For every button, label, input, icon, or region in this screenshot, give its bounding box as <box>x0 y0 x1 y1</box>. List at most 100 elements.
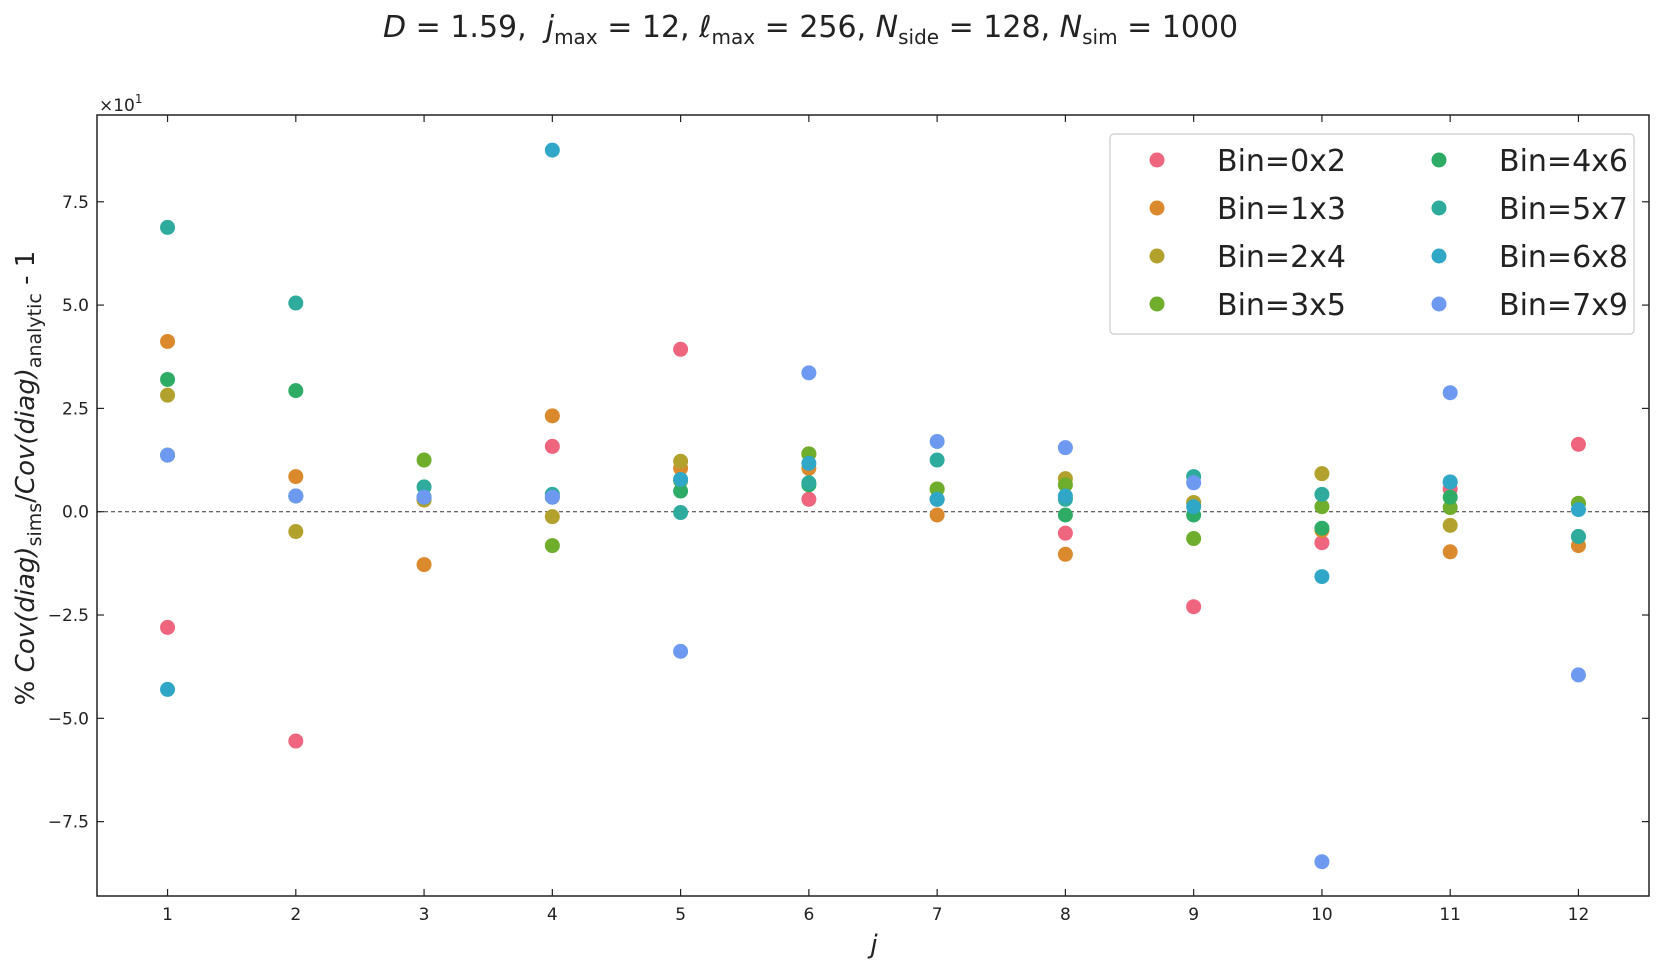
data-point <box>673 471 689 487</box>
y-tick-label: −7.5 <box>48 813 89 833</box>
data-point <box>1442 489 1458 505</box>
x-tick-label: 9 <box>1188 905 1199 925</box>
data-point <box>1057 525 1073 541</box>
data-point <box>1314 569 1330 585</box>
data-point <box>1570 502 1586 518</box>
data-point <box>1442 544 1458 560</box>
y-axis-label: % Cov(diag)sims/Cov(diag)analytic - 1 <box>11 251 46 706</box>
data-point <box>1186 475 1202 491</box>
data-point <box>673 643 689 659</box>
legend-marker <box>1149 200 1165 216</box>
y-axis: −7.5 −5.0 −2.5 0.0 2.5 5.0 7.5 <box>48 193 1649 833</box>
data-point <box>1570 436 1586 452</box>
legend-marker <box>1431 152 1447 168</box>
data-point <box>160 619 176 635</box>
chart-title: D = 1.59, jmax = 12, ℓmax = 256, Nside =… <box>383 10 1238 49</box>
data-point <box>416 489 432 505</box>
y-tick-label: 0.0 <box>62 503 89 523</box>
data-point <box>1314 466 1330 482</box>
legend-label: Bin=3x5 <box>1217 288 1346 323</box>
data-point <box>288 524 304 540</box>
data-point <box>1314 535 1330 551</box>
series-bin-2x4 <box>160 387 1586 540</box>
data-point <box>288 469 304 485</box>
x-tick-label: 1 <box>162 905 173 925</box>
data-point <box>673 453 689 469</box>
data-point <box>544 438 560 454</box>
plot-area: 1 2 3 4 5 6 7 8 9 10 11 12 −7.5−5.0−2.50.02.55.07.5 <box>48 114 1650 925</box>
data-point <box>801 365 817 381</box>
data-point <box>1186 531 1202 547</box>
data-point <box>801 455 817 471</box>
data-point <box>673 483 689 499</box>
legend-label: Bin=2x4 <box>1217 240 1346 275</box>
y-tick-label: −5.0 <box>48 709 89 729</box>
y-axis-multiplier: ×101 <box>99 92 143 116</box>
data-point <box>160 681 176 697</box>
data-point <box>801 475 817 491</box>
x-axis: 1 2 3 4 5 6 7 8 9 10 11 12 <box>162 115 1589 925</box>
x-tick-label: 8 <box>1060 905 1071 925</box>
data-point <box>160 219 176 235</box>
legend-label: Bin=4x6 <box>1499 144 1628 179</box>
data-point <box>929 507 945 523</box>
legend-marker <box>1149 296 1165 312</box>
series-bin-4x6 <box>160 371 1586 544</box>
x-tick-label: 2 <box>290 905 301 925</box>
data-point <box>929 491 945 507</box>
data-point <box>1442 385 1458 401</box>
y-tick-label: 7.5 <box>62 193 89 213</box>
x-tick-label: 11 <box>1439 905 1461 925</box>
legend-label: Bin=5x7 <box>1499 192 1628 227</box>
data-point <box>544 509 560 525</box>
x-axis-label: j <box>867 930 878 960</box>
data-points <box>160 142 1586 870</box>
legend: Bin=0x2 Bin=1x3 Bin=2x4 Bin=3x5 Bin=4x6 Bin=5… <box>1109 133 1635 335</box>
data-point <box>1314 499 1330 515</box>
data-point <box>1057 488 1073 504</box>
legend-label: Bin=7x9 <box>1499 288 1628 323</box>
y-tick-label: 5.0 <box>62 296 89 316</box>
data-point <box>673 505 689 521</box>
legend-label: Bin=1x3 <box>1217 192 1346 227</box>
data-point <box>1442 517 1458 533</box>
data-point <box>801 491 817 507</box>
data-point <box>1057 440 1073 456</box>
legend-marker <box>1431 248 1447 264</box>
data-point <box>160 387 176 403</box>
data-point <box>544 538 560 554</box>
data-point <box>673 341 689 357</box>
data-point <box>288 733 304 749</box>
data-point <box>288 488 304 504</box>
legend-label: Bin=6x8 <box>1499 240 1628 275</box>
x-tick-label: 6 <box>803 905 814 925</box>
legend-box <box>1109 133 1635 335</box>
plot-frame <box>96 114 1650 897</box>
y-tick-label: −2.5 <box>48 606 89 626</box>
series-bin-0x2 <box>160 341 1586 749</box>
data-point <box>160 371 176 387</box>
data-point <box>1186 499 1202 515</box>
legend-marker <box>1431 296 1447 312</box>
data-point <box>929 433 945 449</box>
x-tick-label: 12 <box>1568 905 1590 925</box>
series-bin-3x5 <box>160 446 1586 554</box>
data-point <box>929 481 945 497</box>
data-point <box>1314 520 1330 536</box>
x-tick-label: 10 <box>1311 905 1333 925</box>
x-tick-label: 3 <box>419 905 430 925</box>
data-point <box>929 452 945 468</box>
legend-marker <box>1149 248 1165 264</box>
series-bin-1x3 <box>160 333 1586 573</box>
data-point <box>288 295 304 311</box>
legend-marker <box>1149 152 1165 168</box>
data-point <box>416 452 432 468</box>
data-point <box>544 489 560 505</box>
data-point <box>1314 854 1330 870</box>
data-point <box>544 142 560 158</box>
y-tick-label: 2.5 <box>62 399 89 419</box>
x-tick-label: 4 <box>547 905 558 925</box>
data-point <box>1186 599 1202 615</box>
legend-marker <box>1431 200 1447 216</box>
